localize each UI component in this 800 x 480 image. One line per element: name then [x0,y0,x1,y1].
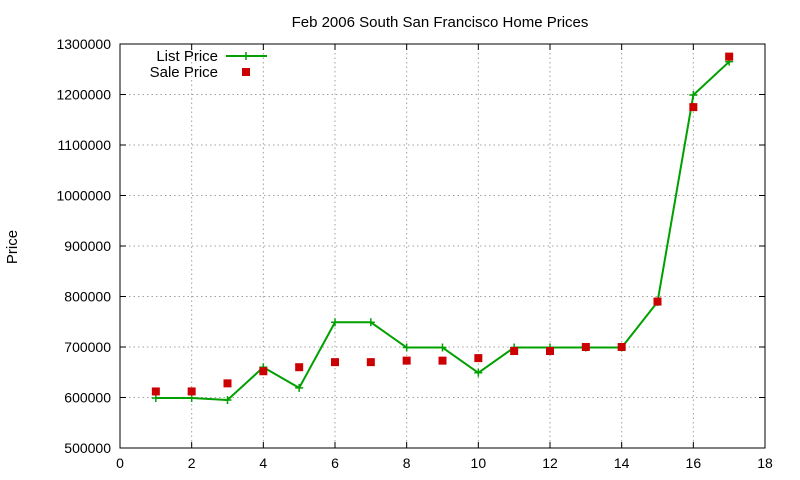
sale-price-point [725,52,734,61]
sale-price-point [259,367,268,376]
legend-label: List Price [156,48,218,65]
y-tick-label: 800000 [64,289,111,305]
x-tick-label: 12 [542,455,558,471]
legend-label: Sale Price [150,64,218,81]
sale-price-point [474,354,483,363]
sale-price-point [331,358,339,367]
legend-swatch-marker [242,52,250,60]
list-price-point [438,343,447,352]
y-tick-label: 700000 [64,339,111,355]
x-tick-label: 8 [403,455,411,471]
sale-price-point [689,103,698,112]
sale-price-point [223,379,232,388]
sale-price-point [402,356,411,365]
list-price-point [474,368,483,377]
series-1 [151,57,734,405]
y-tick-label: 1000000 [56,188,111,204]
sale-price-point [653,297,662,306]
grid-lines [120,44,765,448]
sale-price-point [581,343,590,351]
sale-price-point [510,347,519,356]
sale-price-point [438,356,447,365]
y-axis-label: Price [4,230,21,264]
x-tick-label: 2 [188,455,196,471]
y-tick-label: 1200000 [56,87,111,103]
list-price-point [366,318,375,327]
list-price-point [295,383,304,392]
sale-price-point [187,387,196,396]
y-tick-label: 600000 [64,390,111,406]
list-price-point [223,396,232,405]
chart-title: Feb 2006 South San Francisco Home Prices [292,14,589,31]
list-price-point [331,318,339,327]
y-tick-label: 500000 [64,440,111,456]
sale-price-point [617,343,626,351]
legend-swatch-marker [242,68,250,76]
x-tick-label: 18 [757,455,773,471]
sale-price-point [546,347,554,356]
x-tick-label: 4 [259,455,267,471]
list-price-point [402,343,411,352]
x-tick-label: 16 [686,455,702,471]
y-tick-label: 900000 [64,238,111,254]
x-tick-label: 6 [331,455,339,471]
list-price-point [689,91,698,100]
x-tick-label: 0 [116,455,124,471]
x-tick-label: 14 [614,455,630,471]
sale-price-point [151,387,160,396]
sale-price-point [295,363,304,372]
series-2 [151,52,734,396]
plot-frame [119,43,766,449]
series [151,52,734,405]
sale-price-point [366,358,375,367]
x-tick-label: 10 [471,455,487,471]
y-tick-label: 1100000 [58,137,112,153]
axis-ticks: 0 2 4 6 8 10 12 14 16 18 500000 600000 700000 800000 9… [56,36,773,471]
y-tick-label: 1300000 [56,36,111,52]
